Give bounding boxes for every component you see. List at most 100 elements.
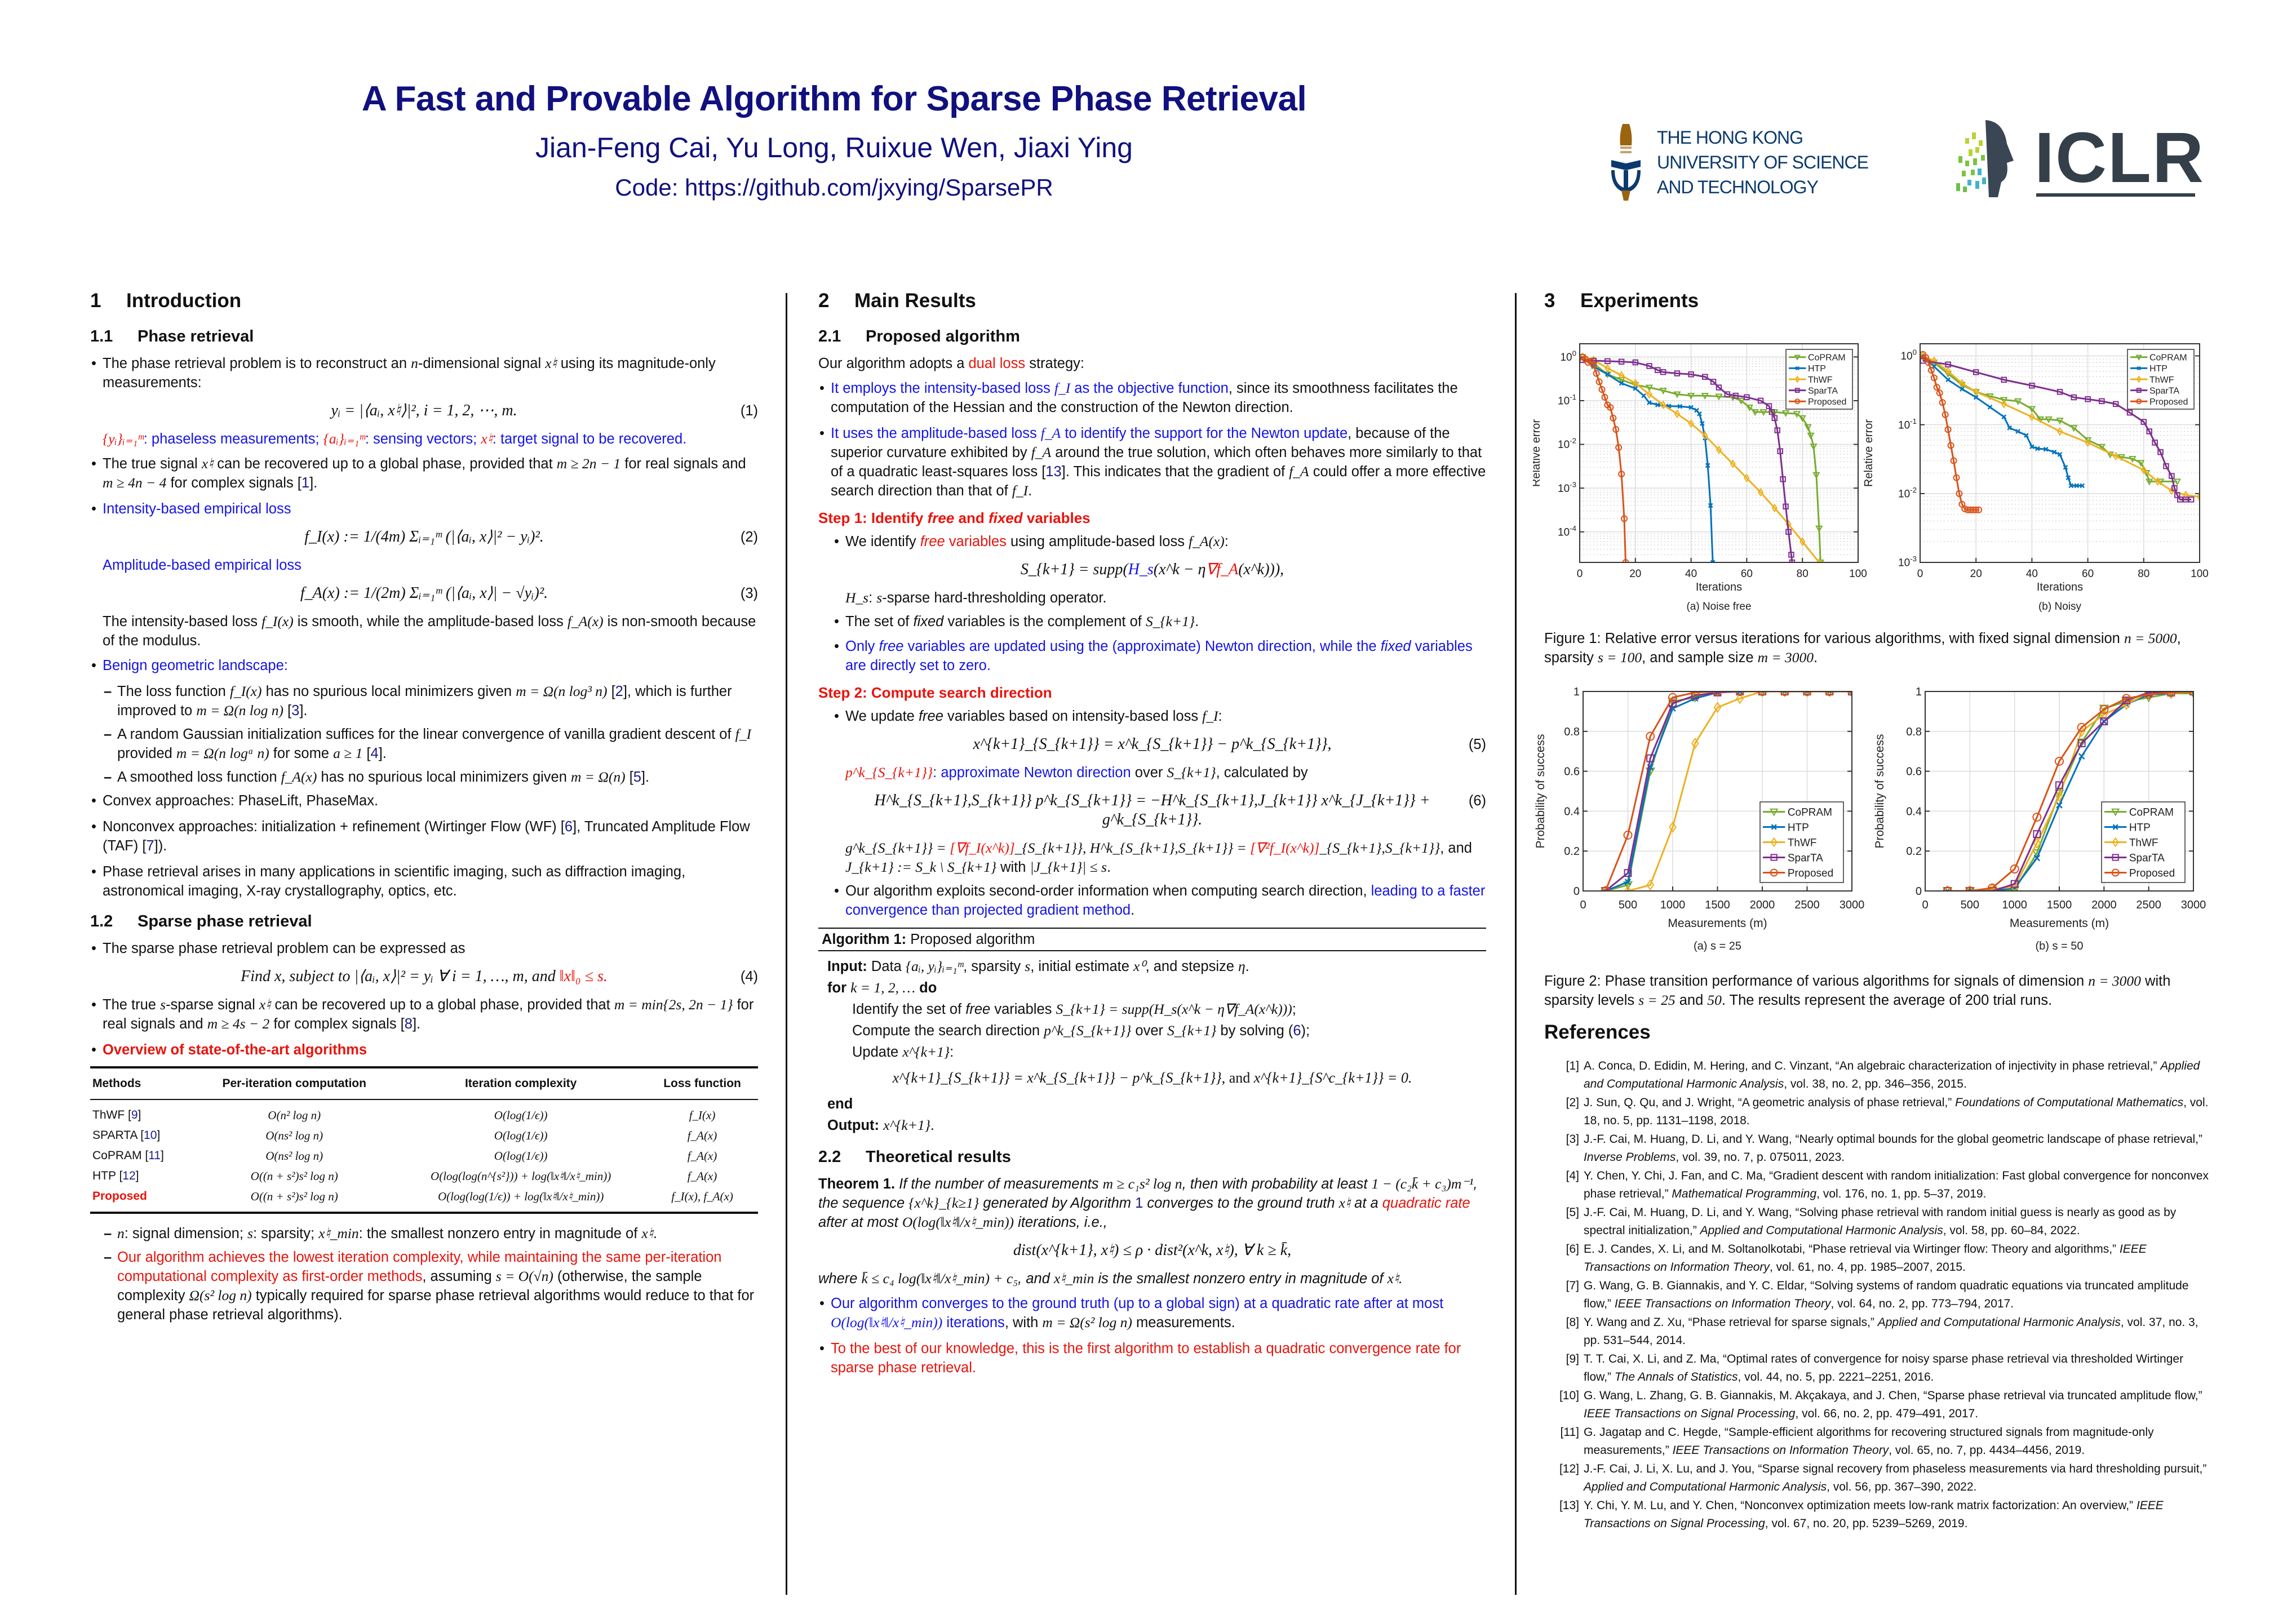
data-point <box>1732 392 1739 399</box>
data-point <box>1758 691 1766 698</box>
citation-link[interactable]: 3 <box>291 703 300 719</box>
text-run: ], which is further improved to <box>117 684 732 719</box>
citation-link[interactable]: 8 <box>404 1016 413 1032</box>
math-expression: H_s <box>1128 561 1154 578</box>
subfigure-caption: (b) s = 50 <box>2035 940 2083 952</box>
text-run: has no spurious local minimizers given <box>261 684 516 699</box>
data-point <box>2112 824 2118 830</box>
x-tick-label: 100 <box>2191 568 2209 580</box>
x-tick-label: 60 <box>1741 568 1753 580</box>
x-tick-label: 1000 <box>2002 899 2027 911</box>
citation-link[interactable]: 9 <box>131 1108 138 1121</box>
math-expression: x♮ <box>259 996 271 1013</box>
loss-cell: f_A(x) <box>687 1149 717 1163</box>
data-point <box>1621 515 1628 522</box>
text-run: , because of the superior curvature exhi… <box>831 425 1450 460</box>
math-expression: m = Ω(n) <box>571 769 626 785</box>
y-tick-label: 10-3 <box>1558 480 1576 495</box>
text-run: IEEE Transactions on Signal Processing <box>1584 1407 1796 1420</box>
y-tick-label: 10-3 <box>1898 555 1917 569</box>
references-heading: References <box>1544 1021 1651 1043</box>
citation-link[interactable]: 6 <box>564 819 573 835</box>
citation-link[interactable]: 5 <box>633 769 641 785</box>
hkust-emblem-icon <box>1611 124 1641 201</box>
x-tick-label: 80 <box>2138 568 2149 580</box>
text-run: (otherwise, the sample complexity <box>117 1269 702 1303</box>
text-run: , vol. 61, no. 4, pp. 1985–2007, 2015. <box>1769 1260 1966 1274</box>
data-point <box>2136 375 2142 383</box>
text-run: Intensity-based empirical loss <box>103 501 291 517</box>
data-point <box>2029 412 2035 422</box>
code-link[interactable]: Code: https://github.com/jxying/SparsePR <box>615 174 1053 201</box>
text-run: converges to the ground truth <box>1143 1195 1339 1211</box>
citation-link[interactable]: 1 <box>301 475 310 491</box>
citation-link[interactable]: 10 <box>144 1129 157 1142</box>
data-point <box>1660 369 1666 375</box>
reference-item: [6] E. J. Candes, X. Li, and M. Soltanolk… <box>1544 1240 2209 1276</box>
citation-link[interactable]: 6 <box>1293 1023 1301 1039</box>
data-point <box>1815 525 1823 533</box>
data-point <box>1768 409 1775 415</box>
text-run: Step 1: Identify <box>818 509 928 526</box>
text-run: We update <box>845 708 919 724</box>
citation-link[interactable]: 13 <box>1045 464 1062 480</box>
data-point <box>2173 478 2182 486</box>
citation-link[interactable]: 12 <box>122 1169 136 1182</box>
text-run: fixed <box>913 614 944 629</box>
data-point <box>1825 691 1834 696</box>
x-tick-label: 20 <box>1970 568 1982 580</box>
text-run: fixed <box>988 509 1023 526</box>
equation-number: (1) <box>740 403 758 419</box>
subsection-heading: 2.2 Theoretical results <box>818 1146 1486 1168</box>
legend-label: HTP <box>1788 822 1809 833</box>
data-point <box>1945 377 1951 383</box>
text-run: Y. Chi, Y. M. Lu, and Y. Chen, “Nonconve… <box>1584 1499 2137 1512</box>
data-point <box>2140 465 2147 475</box>
text-run: J.-F. Cai, M. Huang, D. Li, and Y. Wang,… <box>1584 1133 2202 1146</box>
series-line <box>1604 691 1852 891</box>
citation-link[interactable]: 1 <box>1135 1195 1143 1211</box>
data-point <box>1669 821 1677 833</box>
text-run: Compute the search direction <box>852 1023 1044 1039</box>
data-point <box>1610 414 1617 422</box>
math-expression: 1/(4m) Σᵢ₌₁ᵐ (|⟨aᵢ, x⟩|² − yᵢ)². <box>363 528 544 546</box>
data-point <box>2137 366 2141 371</box>
text-run: Overview of state-of-the-art algorithms <box>103 1042 367 1058</box>
y-axis-label: Relative error <box>1533 419 1543 487</box>
data-point <box>2007 425 2013 431</box>
text-run: variables are directly set to zero. <box>845 638 1473 673</box>
legend-label: ThWF <box>1788 837 1817 849</box>
x-tick-label: 1500 <box>2047 899 2072 911</box>
citation-link[interactable]: 7 <box>146 838 154 854</box>
data-point <box>1688 405 1694 410</box>
text-run: for complex signals [ <box>269 1016 405 1032</box>
text-run: dual loss <box>968 356 1026 371</box>
text-run: for complex signals [ <box>166 475 302 491</box>
text-run: Our algorithm adopts a <box>818 356 969 371</box>
math-expression: dist(x^{k+1}, x♮) ≤ ρ · dist²(x^k, x♮), … <box>1013 1241 1292 1259</box>
math-expression: J_{k+1} := S_k \ S_{k+1} <box>845 859 997 875</box>
math-expression: f_A <box>1031 444 1052 460</box>
text-run: Y. Wang and Z. Xu, “Phase retrieval for … <box>1584 1316 1878 1329</box>
math-expression: f_A <box>1289 463 1309 480</box>
citation-link[interactable]: 11 <box>148 1149 161 1162</box>
data-point <box>1674 370 1681 376</box>
citation-link[interactable]: 4 <box>370 746 379 761</box>
legend: CoPRAM HTP ThWF SparTA Proposed <box>2101 801 2186 883</box>
data-point <box>1780 691 1789 696</box>
reference-item: [12] J.-F. Cai, J. Li, X. Lu, and J. You,… <box>1544 1460 2209 1496</box>
data-point <box>1660 400 1666 410</box>
x-tick-label: 100 <box>1849 568 1867 580</box>
text-run: Theorem 1. <box>818 1176 896 1192</box>
data-point <box>2112 837 2119 848</box>
section-heading: 1 Introduction <box>90 289 758 313</box>
text-run: is the smallest nonzero entry in magnitu… <box>1094 1271 1388 1287</box>
data-point <box>2112 401 2119 407</box>
data-point <box>2112 451 2119 461</box>
reference-number: [7] <box>1566 1279 1579 1292</box>
hkust-wordmark: THE HONG KONG UNIVERSITY OF SCIENCE AND … <box>1657 125 1869 199</box>
math-expression: x^{k+1}_{S_{k+1}} = x^k_{S_{k+1}} − p^k_… <box>892 1070 1226 1086</box>
citation-link[interactable]: 2 <box>615 684 623 699</box>
data-point <box>2057 452 2063 457</box>
reference-item: [2] J. Sun, Q. Qu, and J. Wright, “A geom… <box>1544 1094 2209 1129</box>
